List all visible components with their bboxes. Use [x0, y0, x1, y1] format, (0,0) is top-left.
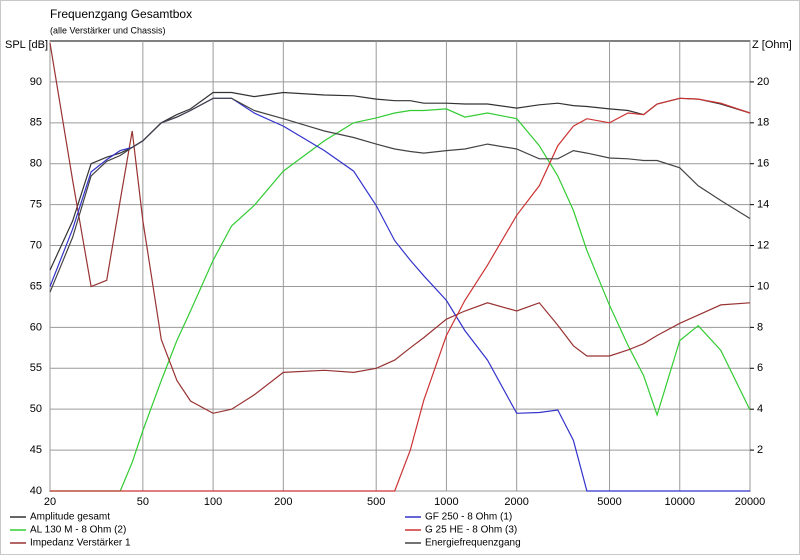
y2-tick-label: 2 — [757, 444, 763, 456]
x-tick-label: 10000 — [664, 496, 695, 508]
ticks: 20 50 100 200 500 1000 2000 5000 10000 2000040455… — [30, 76, 770, 508]
y2-tick-label: 20 — [757, 76, 769, 88]
series-line — [49, 97, 751, 293]
y2-tick-label: 6 — [757, 362, 763, 374]
y-tick-label: 55 — [30, 362, 42, 374]
x-tick-label: 20000 — [735, 496, 766, 508]
y-tick-label: 90 — [30, 76, 42, 88]
x-tick-label: 5000 — [597, 496, 621, 508]
series-line — [50, 108, 751, 492]
y2-axis-label: Z [Ohm] — [752, 39, 792, 51]
y2-tick-label: 12 — [757, 239, 769, 251]
legend-label: G 25 HE - 8 Ohm (3) — [425, 525, 517, 536]
y-tick-label: 75 — [30, 199, 42, 211]
y-tick-label: 40 — [30, 485, 42, 497]
legend-label: Impedanz Verstärker 1 — [30, 538, 131, 549]
legend-label: AL 130 M - 8 Ohm (2) — [30, 525, 126, 536]
series-line — [50, 97, 751, 492]
x-tick-label: 100 — [204, 496, 222, 508]
y-tick-label: 80 — [30, 158, 42, 170]
x-tick-label: 1000 — [434, 496, 458, 508]
lines — [49, 42, 751, 492]
x-tick-label: 50 — [137, 496, 149, 508]
y-axis-label: SPL [dB] — [5, 39, 48, 51]
x-tick-label: 500 — [367, 496, 385, 508]
y2-tick-label: 16 — [757, 158, 769, 170]
y2-tick-label: 10 — [757, 280, 769, 292]
y-tick-label: 45 — [30, 444, 42, 456]
y-tick-label: 70 — [30, 239, 42, 251]
x-tick-label: 2000 — [504, 496, 528, 508]
legend-label: GF 250 - 8 Ohm (1) — [425, 512, 512, 523]
y-tick-label: 65 — [30, 280, 42, 292]
y-tick-label: 85 — [30, 117, 42, 129]
plot-area — [49, 40, 751, 492]
y2-tick-label: 8 — [757, 321, 763, 333]
legend: Amplitude gesamt AL 130 M - 8 Ohm (2) Impe… — [10, 512, 521, 549]
chart-title: Frequenzgang Gesamtbox — [50, 7, 192, 21]
y-tick-label: 50 — [30, 403, 42, 415]
series-line — [49, 42, 751, 414]
x-tick-label: 20 — [44, 496, 56, 508]
legend-label: Energiefrequenzgang — [425, 538, 521, 549]
chart-subtitle: (alle Verstärker und Chassis) — [50, 25, 166, 35]
y2-tick-label: 14 — [757, 199, 769, 211]
y2-tick-label: 18 — [757, 117, 769, 129]
legend-label: Amplitude gesamt — [30, 512, 110, 523]
y-tick-label: 60 — [30, 321, 42, 333]
x-tick-label: 200 — [274, 496, 292, 508]
y2-tick-label: 4 — [757, 403, 763, 415]
